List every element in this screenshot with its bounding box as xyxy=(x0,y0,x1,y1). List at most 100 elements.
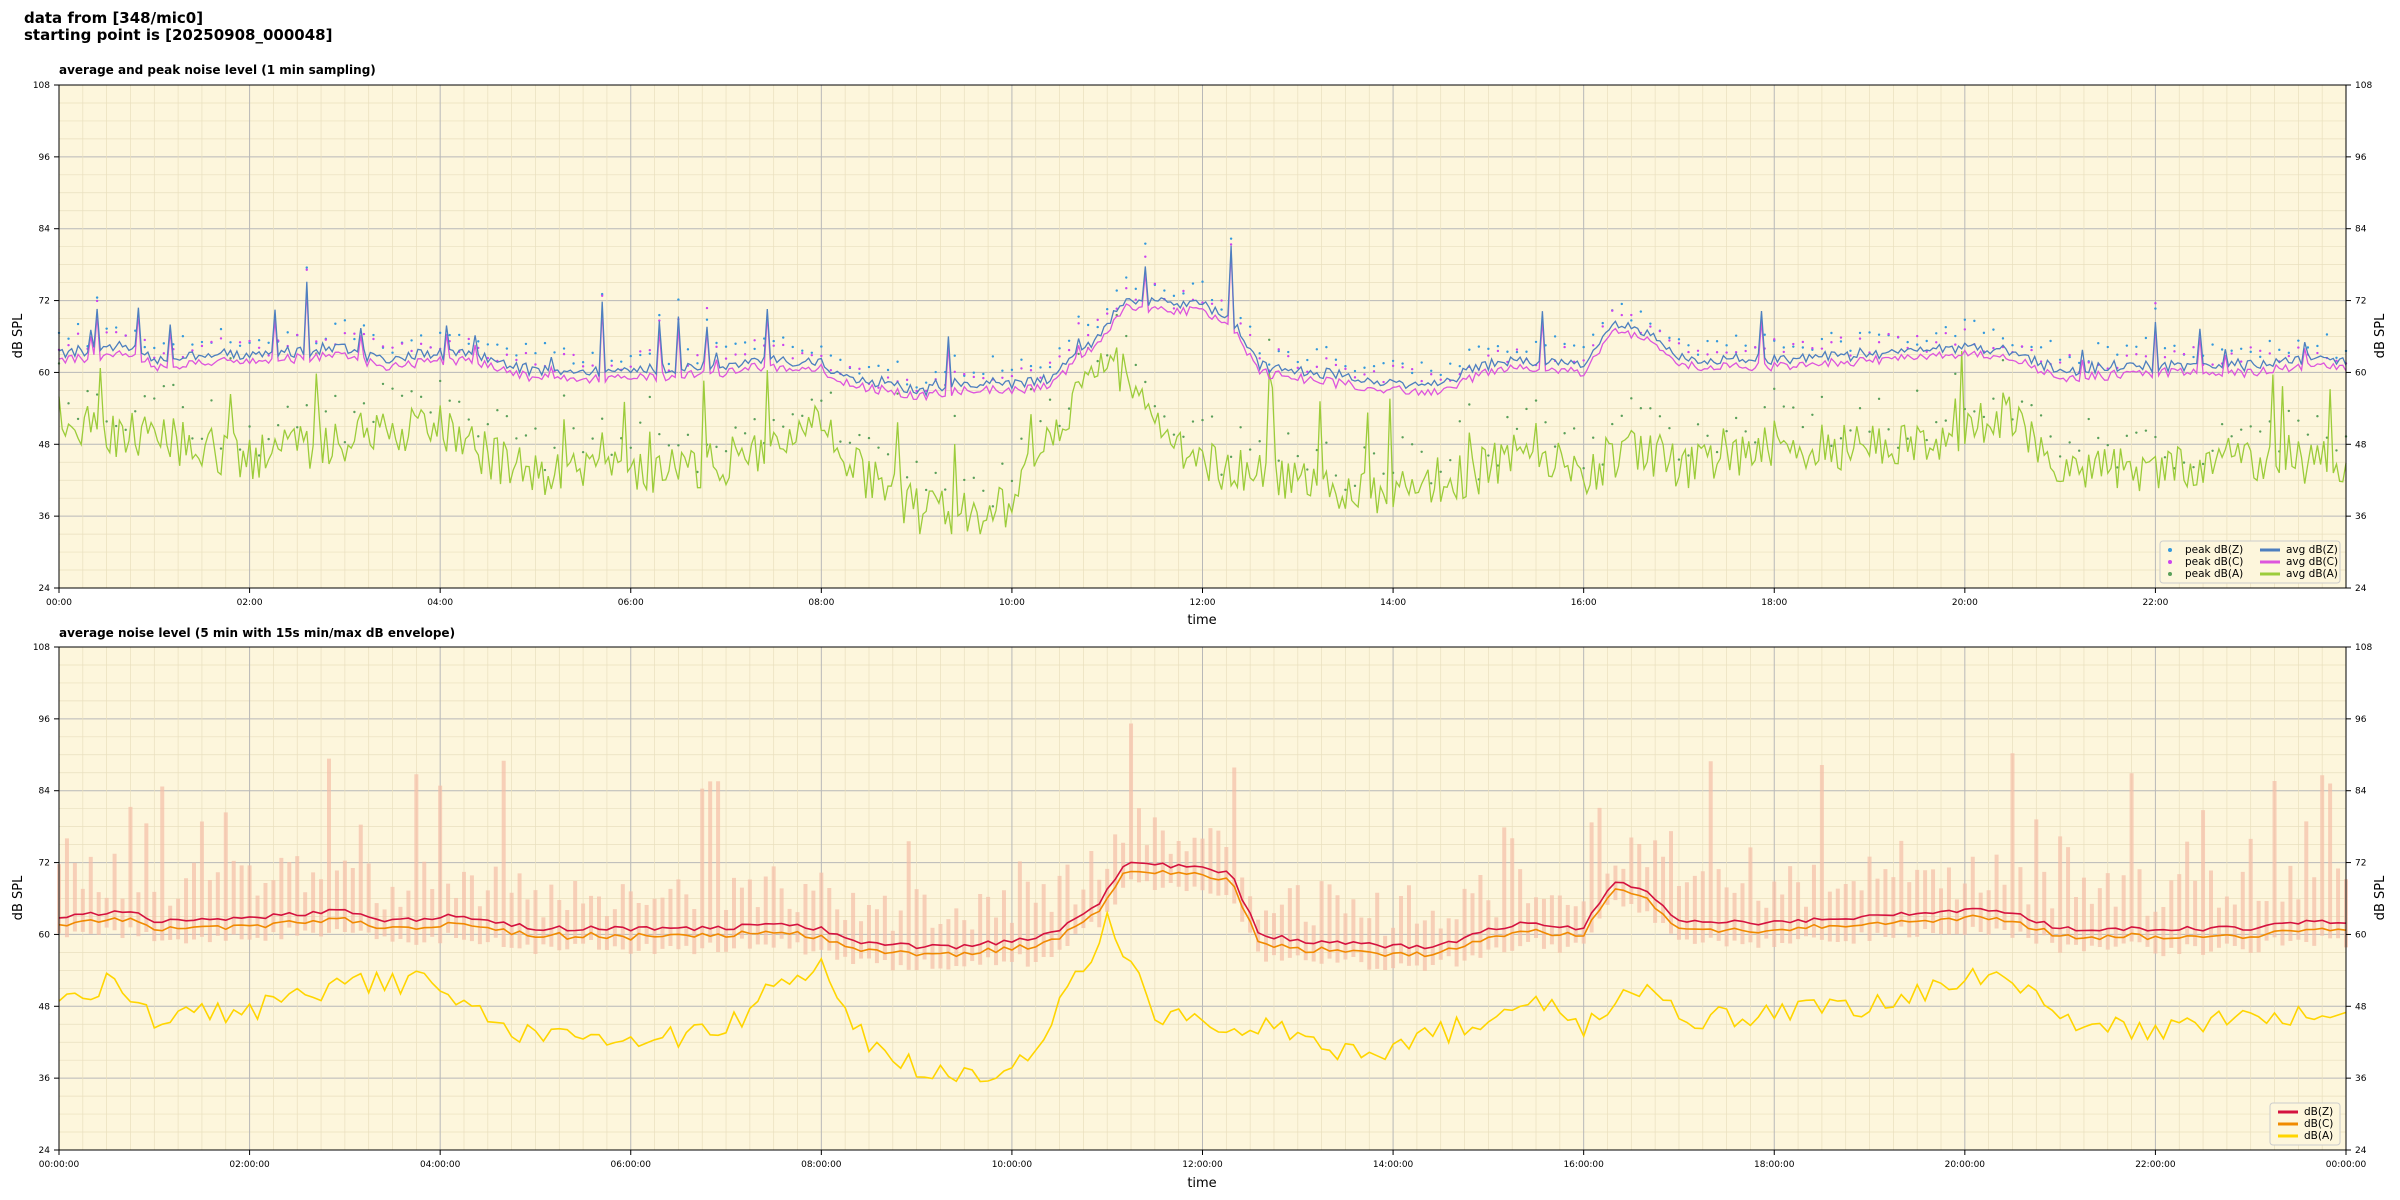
peak-z-point xyxy=(2259,355,2262,359)
peak-z-point xyxy=(2068,355,2071,359)
peak-z-point xyxy=(2220,348,2224,351)
db-z-line xyxy=(58,861,2347,950)
bottom-chart-title: average noise level (5 min with 15s min/… xyxy=(59,626,455,640)
peak-c-point xyxy=(562,352,566,356)
peak-z-point xyxy=(1220,308,1223,311)
peak-z-point xyxy=(915,386,918,389)
peak-z-point xyxy=(1010,368,1014,372)
bottom-legend: dB(Z) dB(C) dB(A) xyxy=(2269,1102,2341,1146)
peak-c-point xyxy=(648,348,652,352)
top-data xyxy=(57,237,2348,535)
peak-z-point xyxy=(1239,316,1242,320)
peak-a-point xyxy=(305,404,308,407)
peak-a-point xyxy=(191,437,194,440)
peak-c-point xyxy=(114,331,118,334)
peak-c-point xyxy=(658,319,661,322)
peak-a-point xyxy=(1449,458,1452,462)
peak-z-point xyxy=(2239,347,2243,350)
peak-c-point xyxy=(1277,348,1280,351)
peak-c-point xyxy=(1811,346,1814,350)
peak-z-point xyxy=(1172,294,1176,298)
peak-z-point xyxy=(705,318,709,321)
peak-z-point xyxy=(286,331,289,334)
peak-z-point xyxy=(1496,344,1500,348)
peak-c-point xyxy=(1620,313,1623,317)
top-legend-box xyxy=(2159,540,2341,584)
bottom-ytick-left: 108 xyxy=(33,643,50,653)
peak-a-point xyxy=(896,392,899,395)
peak-a-point xyxy=(1496,464,1500,467)
peak-z-point xyxy=(1591,333,1595,336)
peak-c-point xyxy=(429,346,432,349)
peak-a-point xyxy=(1715,450,1719,454)
peak-a-point xyxy=(1534,399,1538,402)
peak-z-point xyxy=(1391,359,1395,363)
peak-a-point xyxy=(1277,459,1280,462)
peak-a-point xyxy=(1525,407,1528,411)
peak-z-point xyxy=(829,354,833,357)
peak-a-point xyxy=(381,382,385,386)
peak-a-point xyxy=(1258,440,1261,443)
top-ytick-right: 84 xyxy=(2355,225,2367,235)
peak-a-point xyxy=(1382,472,1385,475)
top-y-ticks: 24 24 36 36 48 48 60 60 72 72 84 84 96 96 108 108 xyxy=(33,81,2373,594)
peak-a-point xyxy=(2001,359,2005,362)
peak-c-point xyxy=(372,337,375,341)
legend-label-c: dB(C) xyxy=(2304,1118,2333,1130)
peak-z-point xyxy=(982,372,985,376)
peak-a-point xyxy=(1811,413,1814,416)
data-source-line: data from [348/mic0] xyxy=(24,9,204,27)
peak-z-point xyxy=(1534,340,1538,344)
peak-z-point xyxy=(343,319,347,322)
peak-c-point xyxy=(1182,289,1185,293)
peak-z-point xyxy=(934,370,937,374)
peak-z-point xyxy=(191,343,194,346)
peak-c-point xyxy=(1706,353,1709,356)
peak-z-point xyxy=(1734,334,1738,337)
peak-a-point xyxy=(200,437,204,441)
peak-a-point xyxy=(1639,406,1643,410)
peak-c-point xyxy=(581,365,585,368)
peak-a-point xyxy=(591,437,594,440)
peak-c-point xyxy=(2230,352,2233,355)
peak-z-point xyxy=(2192,355,2195,359)
peak-a-point xyxy=(1096,359,1099,363)
peak-a-point xyxy=(1182,435,1185,438)
peak-z-point xyxy=(1268,363,1271,366)
peak-c-point xyxy=(219,337,223,340)
peak-z-point xyxy=(743,341,747,344)
legend-label-peak-a: peak dB(A) xyxy=(2185,568,2243,580)
peak-a-point xyxy=(1668,426,1671,430)
peak-a-point xyxy=(267,437,270,441)
peak-c-point xyxy=(153,356,156,359)
peak-a-point xyxy=(1468,403,1471,406)
peak-z-point xyxy=(2154,307,2157,310)
peak-a-point xyxy=(2125,434,2129,438)
peak-c-point xyxy=(1782,350,1785,354)
peak-z-point xyxy=(2249,350,2252,354)
peak-z-point xyxy=(67,337,70,340)
peak-z-point xyxy=(810,351,814,354)
peak-a-point xyxy=(1620,414,1623,418)
peak-z-point xyxy=(1868,331,1871,334)
peak-a-point xyxy=(153,397,156,400)
legend-label-a: dB(A) xyxy=(2304,1130,2333,1142)
peak-a-point xyxy=(1973,410,1976,413)
peak-z-point xyxy=(839,358,842,362)
peak-c-point xyxy=(1687,350,1690,354)
peak-z-point xyxy=(1058,347,1061,350)
peak-z-point xyxy=(1849,349,1852,352)
peak-z-point xyxy=(1306,358,1309,362)
peak-z-point xyxy=(1515,350,1519,354)
peak-z-point xyxy=(162,342,166,345)
peak-z-point xyxy=(677,298,680,301)
peak-c-point xyxy=(305,268,308,271)
peak-z-point xyxy=(734,342,737,345)
peak-c-point xyxy=(1239,322,1242,325)
peak-a-point xyxy=(696,470,699,474)
top-xtick-label: 14:00 xyxy=(1380,598,1406,608)
peak-z-point xyxy=(696,362,699,365)
peak-c-point xyxy=(1725,351,1728,354)
peak-c-point xyxy=(810,353,814,357)
peak-z-point xyxy=(572,362,575,365)
